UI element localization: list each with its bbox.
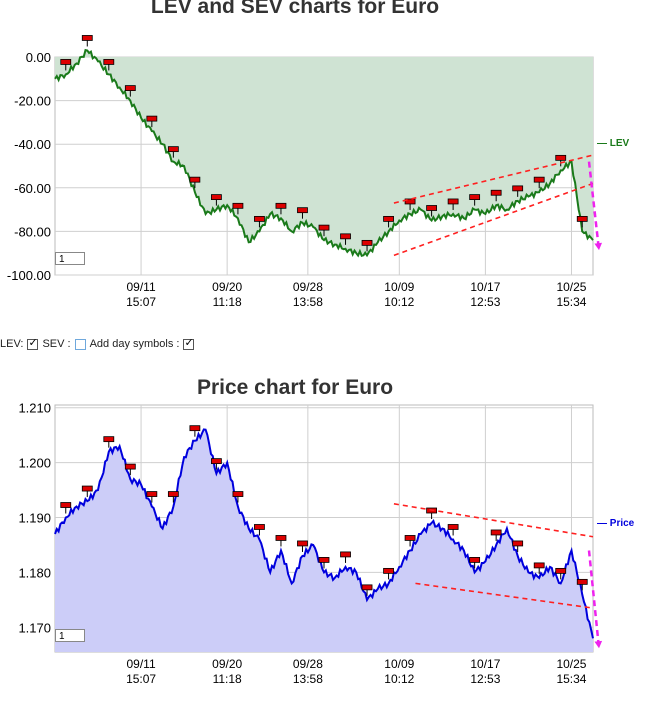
- y-tick-label: 1.210: [18, 401, 51, 416]
- x-tick-label: 09/20: [212, 657, 242, 671]
- y-tick-label: 1.200: [18, 456, 51, 471]
- x-tick-label: 10:12: [384, 672, 414, 686]
- x-tick-label: 15:07: [126, 672, 156, 686]
- x-tick-label: 09/11: [127, 657, 156, 671]
- price-legend-label: Price: [610, 518, 634, 529]
- y-tick-label: 1.190: [18, 511, 51, 526]
- price-zoom-input[interactable]: 1: [55, 629, 85, 642]
- forecast-arrowhead: [594, 641, 602, 648]
- x-tick-label: 10/09: [384, 657, 414, 671]
- x-tick-label: 10/17: [470, 657, 500, 671]
- x-tick-label: 09/28: [293, 657, 323, 671]
- x-tick-label: 12:53: [470, 672, 500, 686]
- x-tick-label: 15:34: [556, 672, 586, 686]
- price-legend: — Price: [597, 518, 634, 529]
- price-legend-swatch: —: [597, 518, 607, 529]
- x-tick-label: 11:18: [213, 672, 242, 686]
- x-tick-label: 10/25: [556, 657, 586, 671]
- y-tick-label: 1.180: [18, 565, 51, 580]
- y-tick-label: 1.170: [18, 620, 51, 635]
- x-tick-label: 13:58: [293, 672, 323, 686]
